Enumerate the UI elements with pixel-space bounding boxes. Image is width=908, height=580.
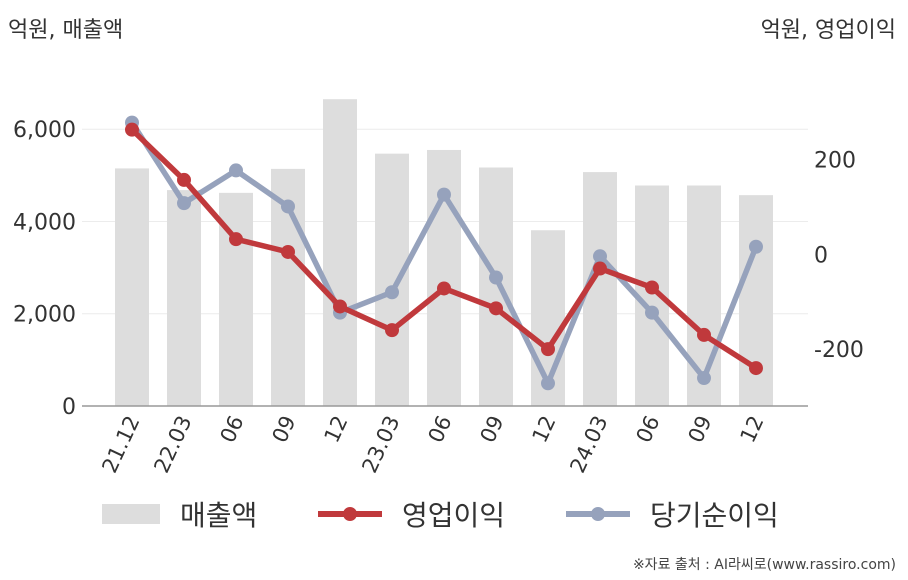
- operating-profit-point: [749, 361, 763, 376]
- right-tick-label: 0: [814, 243, 828, 268]
- legend-item-net-income: 당기순이익: [566, 492, 779, 536]
- legend-item-operating-profit: 영업이익: [318, 492, 505, 536]
- right-axis-unit-label: 억원, 영업이익: [760, 18, 896, 43]
- operating-profit-point: [697, 327, 711, 342]
- operating-profit-point: [645, 280, 659, 295]
- operating-profit-point: [437, 281, 451, 296]
- revenue-bar: [167, 190, 201, 406]
- legend-net-income-swatch: [566, 507, 630, 521]
- revenue-bar: [115, 168, 149, 406]
- net-income-point: [593, 249, 607, 264]
- left-tick-label: 2,000: [13, 303, 76, 328]
- legend-item-revenue: 매출액: [102, 492, 257, 536]
- net-income-point: [437, 187, 451, 202]
- net-income-point: [229, 163, 243, 178]
- left-tick-label: 0: [62, 395, 76, 420]
- net-income-point: [177, 196, 191, 211]
- operating-profit-point: [125, 122, 139, 137]
- net-income-point: [281, 199, 295, 214]
- x-tick-label: 09: [475, 412, 508, 446]
- legend: 매출액 영업이익 당기순이익: [0, 492, 908, 536]
- net-income-point: [489, 270, 503, 285]
- source-credit: ※자료 출처 : AI라씨로(www.rassiro.com): [632, 557, 896, 573]
- x-tick-label: 06: [215, 412, 248, 446]
- x-tick-label: 12: [527, 412, 560, 446]
- x-tick-label: 12: [319, 412, 352, 446]
- x-tick-label: 23.03: [357, 412, 404, 477]
- net-income-point: [541, 376, 555, 391]
- legend-operating-profit-label: 영업이익: [402, 499, 506, 532]
- legend-revenue-label: 매출액: [180, 499, 258, 532]
- operating-profit-point: [333, 299, 347, 314]
- operating-profit-point: [385, 323, 399, 338]
- right-tick-label: 200: [814, 149, 856, 174]
- x-tick-label: 06: [631, 412, 664, 446]
- x-tick-label: 09: [683, 412, 716, 446]
- x-tick-label: 22.03: [149, 412, 196, 477]
- x-tick-label: 21.12: [97, 412, 144, 477]
- revenue-bar: [375, 153, 409, 406]
- net-income-point: [645, 305, 659, 320]
- x-tick-label: 06: [423, 412, 456, 446]
- chart-canvas: 0 2,000 4,000 6,000 -200 0 200 21.12 22.03 06 09 12…: [13, 99, 864, 477]
- operating-profit-point: [593, 261, 607, 276]
- legend-operating-profit-swatch: [318, 507, 382, 521]
- x-tick-label: 09: [267, 412, 300, 446]
- revenue-bar: [687, 185, 721, 406]
- net-income-point: [697, 371, 711, 386]
- legend-revenue-swatch: [102, 504, 160, 524]
- x-tick-label: 12: [735, 412, 768, 446]
- left-axis-unit-label: 억원, 매출액: [8, 18, 124, 43]
- net-income-point: [749, 239, 763, 254]
- net-income-point: [385, 285, 399, 300]
- legend-net-income-label: 당기순이익: [650, 499, 779, 532]
- operating-profit-point: [229, 232, 243, 247]
- operating-profit-point: [281, 244, 295, 259]
- revenue-bar: [323, 99, 357, 407]
- x-tick-label: 24.03: [565, 412, 612, 477]
- left-tick-label: 6,000: [13, 118, 76, 143]
- revenue-bar: [479, 167, 513, 406]
- right-tick-label: -200: [814, 338, 864, 363]
- operating-profit-point: [541, 342, 555, 357]
- left-tick-label: 4,000: [13, 210, 76, 235]
- operating-profit-point: [177, 172, 191, 187]
- operating-profit-point: [489, 301, 503, 316]
